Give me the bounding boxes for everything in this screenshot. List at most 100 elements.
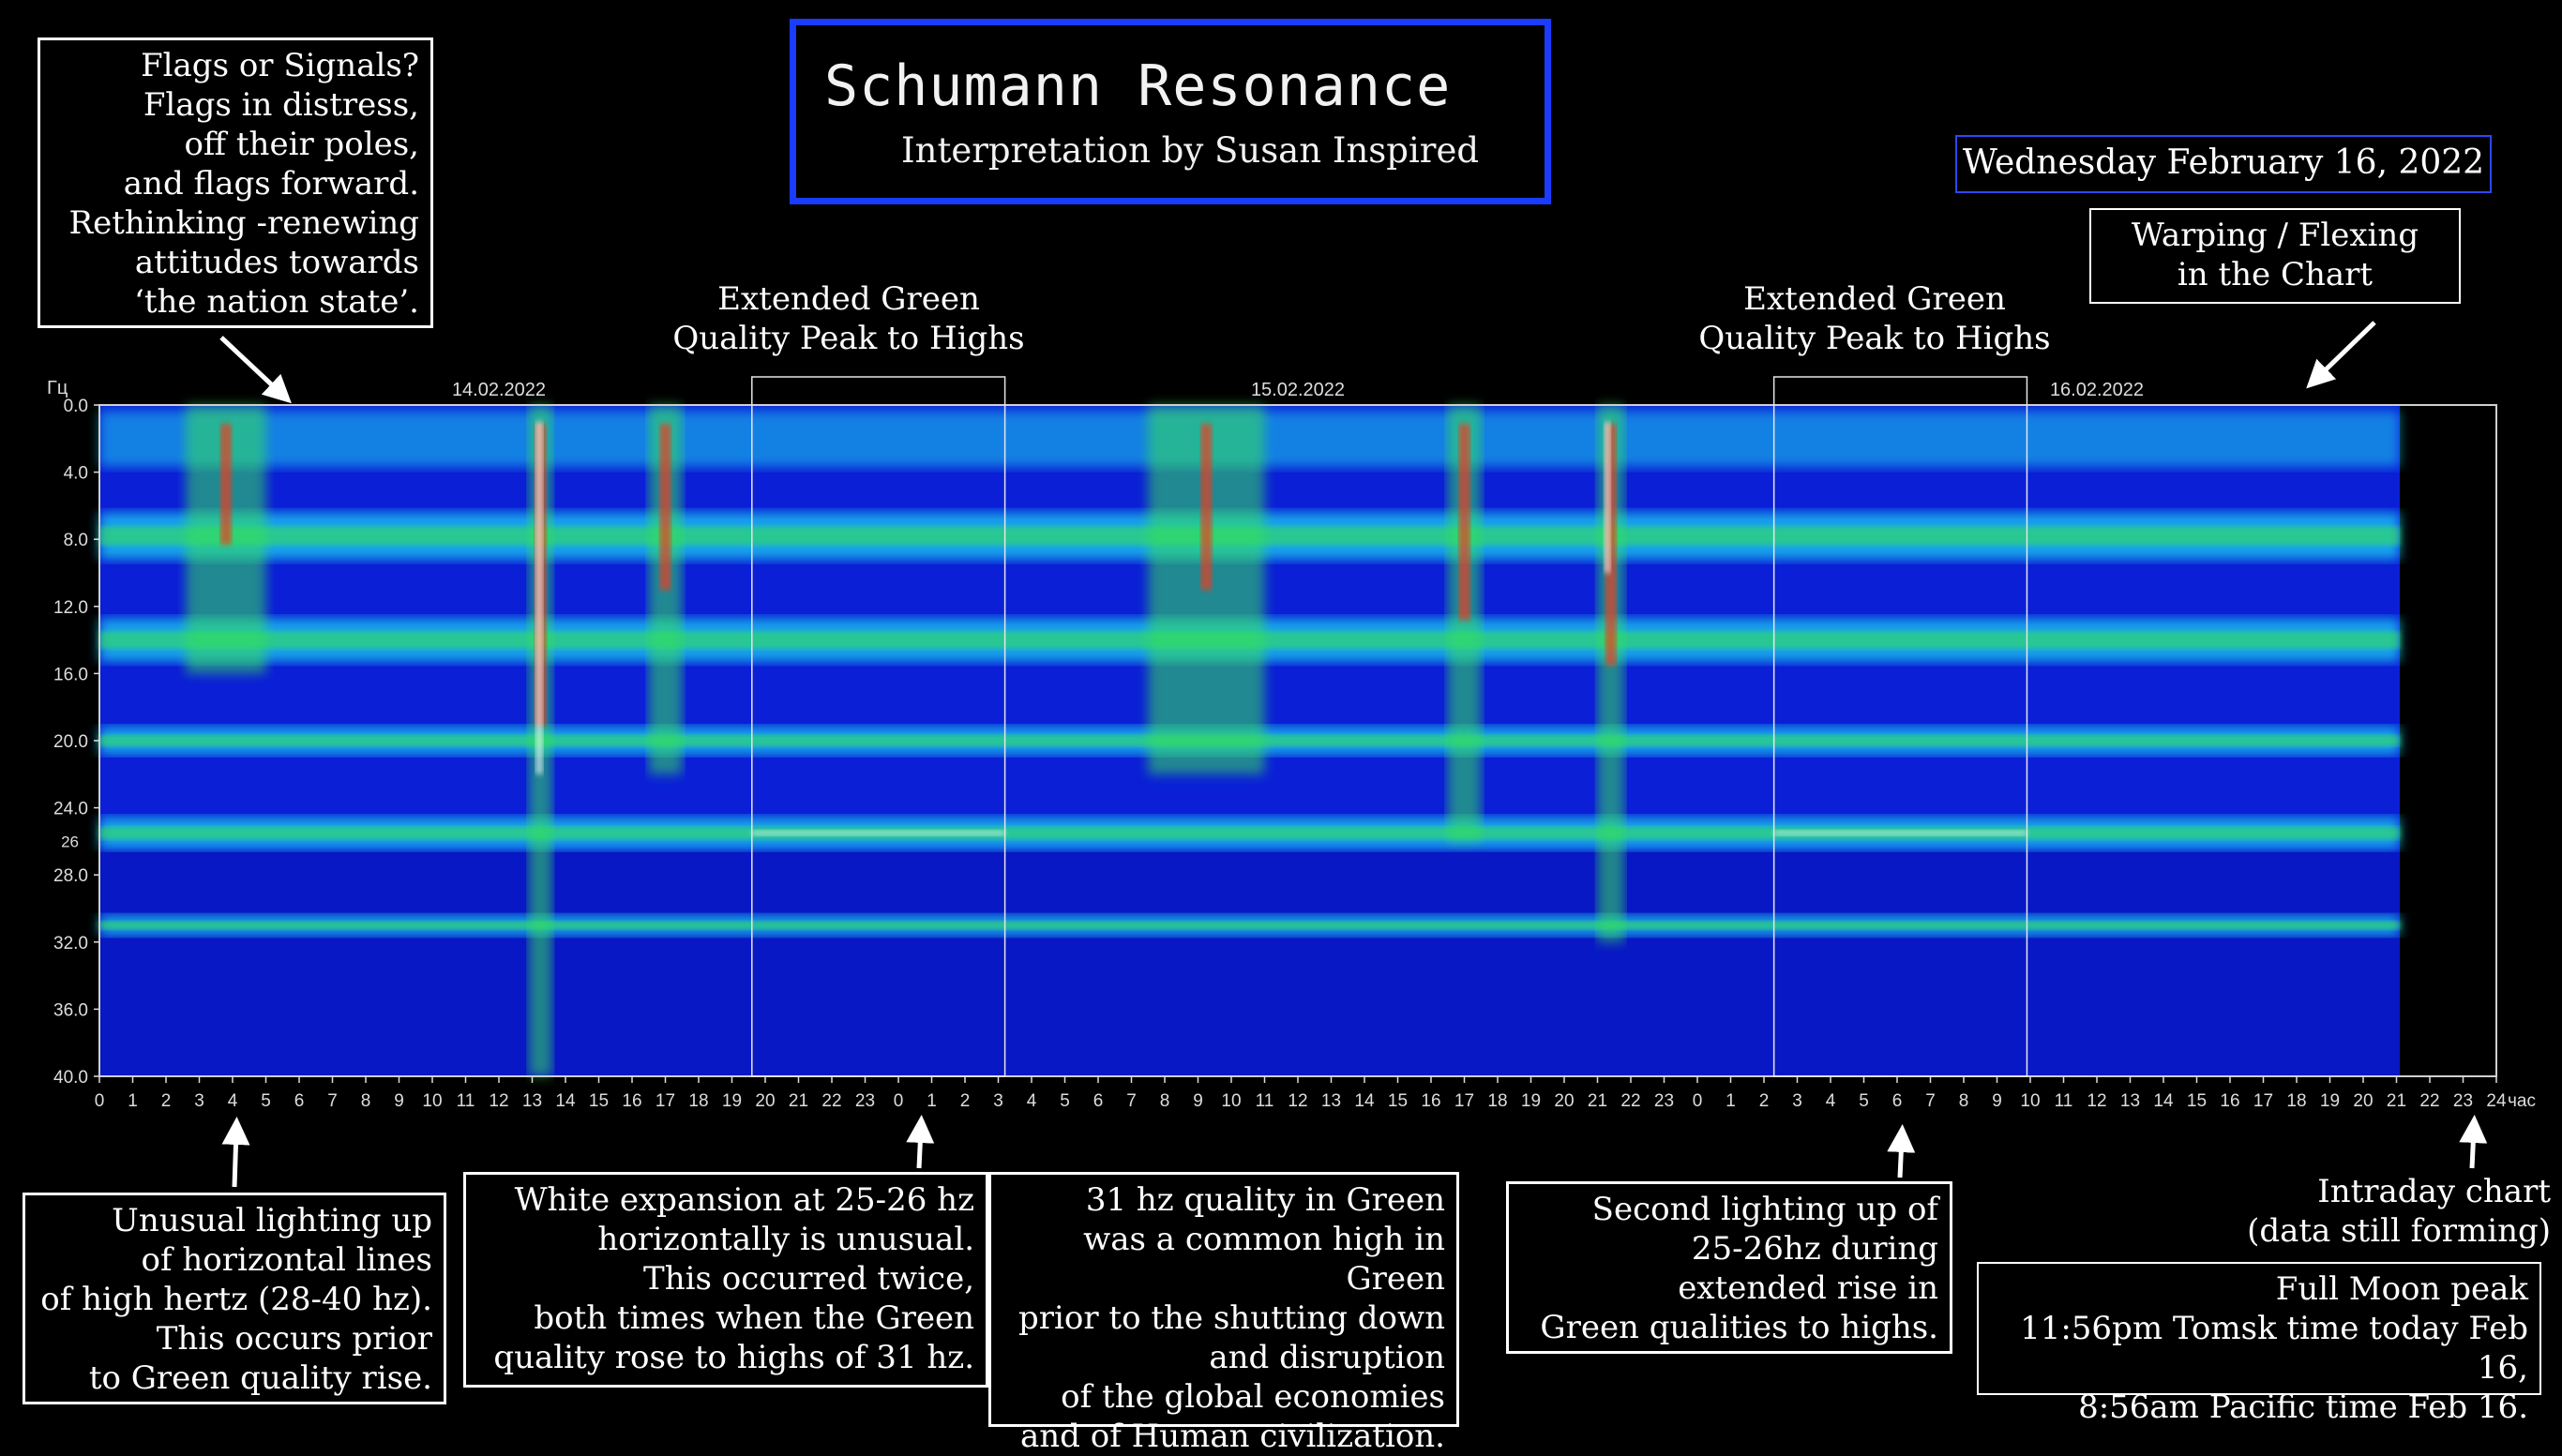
- annotation-line: in the Chart: [2177, 256, 2374, 293]
- annotation-line: and disruption: [1209, 1339, 1445, 1376]
- x-tick-label: 10: [1221, 1091, 1241, 1111]
- page-title: Schumann Resonance: [824, 53, 1452, 119]
- x-tick-label: 20: [2353, 1091, 2373, 1111]
- resonance-band-core: [99, 826, 2401, 840]
- annotation-line: 11:56pm Tomsk time today Feb 16,: [2020, 1310, 2528, 1387]
- x-tick-label: 24: [2486, 1091, 2507, 1111]
- x-tick-label: 6: [294, 1091, 305, 1111]
- pointer-arrow: [1887, 1124, 1916, 1178]
- x-tick-label: 6: [1093, 1091, 1104, 1111]
- annotation-line: both times when the Green: [534, 1299, 974, 1337]
- x-tick-label: 6: [1892, 1091, 1903, 1111]
- x-tick-label: 2: [960, 1091, 971, 1111]
- annotation-line: Unusual lighting up: [112, 1202, 432, 1239]
- x-tick-label: 12: [2087, 1091, 2106, 1111]
- x-tick-label: 9: [1193, 1091, 1203, 1111]
- y-tick-label: 40.0: [53, 1068, 88, 1088]
- x-tick-label: 14: [555, 1091, 576, 1111]
- y-tick-label: 36.0: [53, 1000, 88, 1020]
- x-tick-label: 14: [2153, 1091, 2174, 1111]
- x-tick-label: 22: [1620, 1091, 1640, 1111]
- x-tick-label: 16: [1421, 1091, 1440, 1111]
- x-tick-label: 17: [656, 1091, 675, 1111]
- title-box: Schumann Resonance Interpretation by Sus…: [790, 19, 1551, 204]
- annotation-green-peak-2: Extended Green Quality Peak to Highs: [1664, 279, 2086, 358]
- x-tick-label: 23: [855, 1091, 875, 1111]
- x-tick-label: 16: [622, 1091, 641, 1111]
- x-tick-label: 1: [927, 1091, 937, 1111]
- x-tick-label: 2: [1759, 1091, 1770, 1111]
- burst-peak: [1458, 424, 1470, 621]
- date-label: 16.02.2022: [2050, 380, 2144, 400]
- annotation-line: Extended Green: [1743, 280, 2006, 318]
- annotation-line: Intraday chart: [2317, 1173, 2551, 1210]
- annotation-line: quality rose to highs of 31 hz.: [493, 1339, 974, 1376]
- spectrogram-lower-region: [99, 849, 2401, 1076]
- x-tick-label: 1: [1726, 1091, 1736, 1111]
- annotation-line: of the global economies: [1061, 1378, 1445, 1416]
- x-axis: 0 1 2 3 4 5 6 7 8 9 10 11 12 13 14 15 16 17 18 19 20 21 22 23 0 1…: [95, 1076, 2536, 1111]
- hz-25-line: [1773, 830, 2027, 836]
- x-tick-label: 4: [1826, 1091, 1836, 1111]
- x-tick-label: 13: [522, 1091, 542, 1111]
- x-tick-label: 0: [1693, 1091, 1703, 1111]
- annotation-line: Extended Green: [717, 280, 980, 318]
- x-tick-label: 7: [327, 1091, 338, 1111]
- x-tick-label: 7: [1925, 1091, 1936, 1111]
- x-tick-label: 5: [261, 1091, 271, 1111]
- x-tick-label: 14: [1354, 1091, 1375, 1111]
- pointer-arrow: [219, 336, 292, 404]
- annotation-line: prior to the shutting down: [1018, 1299, 1445, 1337]
- x-tick-label: 7: [1126, 1091, 1137, 1111]
- x-tick-label: 11: [1256, 1091, 1274, 1111]
- hz-25-line: [751, 830, 1005, 836]
- x-tick-label: 12: [489, 1091, 508, 1111]
- y-tick-label: 24.0: [53, 800, 88, 819]
- x-tick-label: 11: [457, 1091, 475, 1111]
- annotation-line: Quality Peak to Highs: [1698, 320, 2051, 357]
- annotation-line: Flags or Signals?: [141, 47, 419, 84]
- annotation-line: off their poles,: [184, 126, 419, 163]
- annotation-green-peak-1: Extended Green Quality Peak to Highs: [638, 279, 1060, 358]
- annotation-line: attitudes towards: [134, 244, 419, 281]
- x-tick-label: 3: [993, 1091, 1003, 1111]
- annotation-line: and flags forward.: [123, 165, 419, 203]
- x-tick-label: 1: [128, 1091, 138, 1111]
- pointer-arrow: [221, 1117, 250, 1188]
- x-tick-label: 22: [2419, 1091, 2439, 1111]
- x-tick-label: 20: [1554, 1091, 1574, 1111]
- burst-white: [535, 421, 544, 774]
- annotation-line: of horizontal lines: [141, 1241, 432, 1279]
- annotation-line: Rethinking -renewing: [68, 204, 419, 242]
- y-tick-label: 0.0: [64, 397, 88, 416]
- x-unit-label: час: [2508, 1091, 2536, 1111]
- y-tick-label: 4.0: [64, 464, 88, 484]
- annotation-line: Full Moon peak: [2275, 1270, 2528, 1308]
- x-tick-label: 3: [1792, 1091, 1802, 1111]
- annotation-warping: Warping / Flexing in the Chart: [2089, 208, 2461, 304]
- annotation-line: 25-26hz during: [1691, 1230, 1938, 1268]
- page-subtitle: Interpretation by Susan Inspired: [901, 130, 1480, 171]
- x-tick-label: 21: [1588, 1091, 1607, 1111]
- x-tick-label: 15: [589, 1091, 609, 1111]
- burst-white: [1604, 421, 1611, 573]
- annotation-line: 31 hz quality in Green: [1085, 1181, 1445, 1219]
- x-tick-label: 8: [1160, 1091, 1170, 1111]
- y-tick-label: 20.0: [53, 732, 88, 752]
- x-tick-label: 0: [894, 1091, 904, 1111]
- burst-peak: [219, 424, 232, 545]
- annotation-line: horizontally is unusual.: [597, 1221, 974, 1258]
- y-tick-label: 12.0: [53, 598, 88, 618]
- annotation-line: 8:56am Pacific time Feb 16.: [2078, 1388, 2528, 1426]
- x-tick-label: 5: [1060, 1091, 1070, 1111]
- pointer-arrow: [2306, 321, 2376, 389]
- vertical-streaks: [186, 405, 2027, 1076]
- date-label: Wednesday February 16, 2022: [1955, 135, 2492, 193]
- x-tick-label: 19: [2320, 1091, 2340, 1111]
- y-tick-label: 32.0: [53, 934, 88, 953]
- annotation-white-expansion: White expansion at 25-26 hz horizontally…: [463, 1172, 988, 1388]
- annotation-line: Second lighting up of: [1591, 1191, 1938, 1228]
- y-unit-label: Гц: [47, 378, 68, 398]
- x-tick-label: 21: [2387, 1091, 2406, 1111]
- x-tick-label: 17: [1454, 1091, 1474, 1111]
